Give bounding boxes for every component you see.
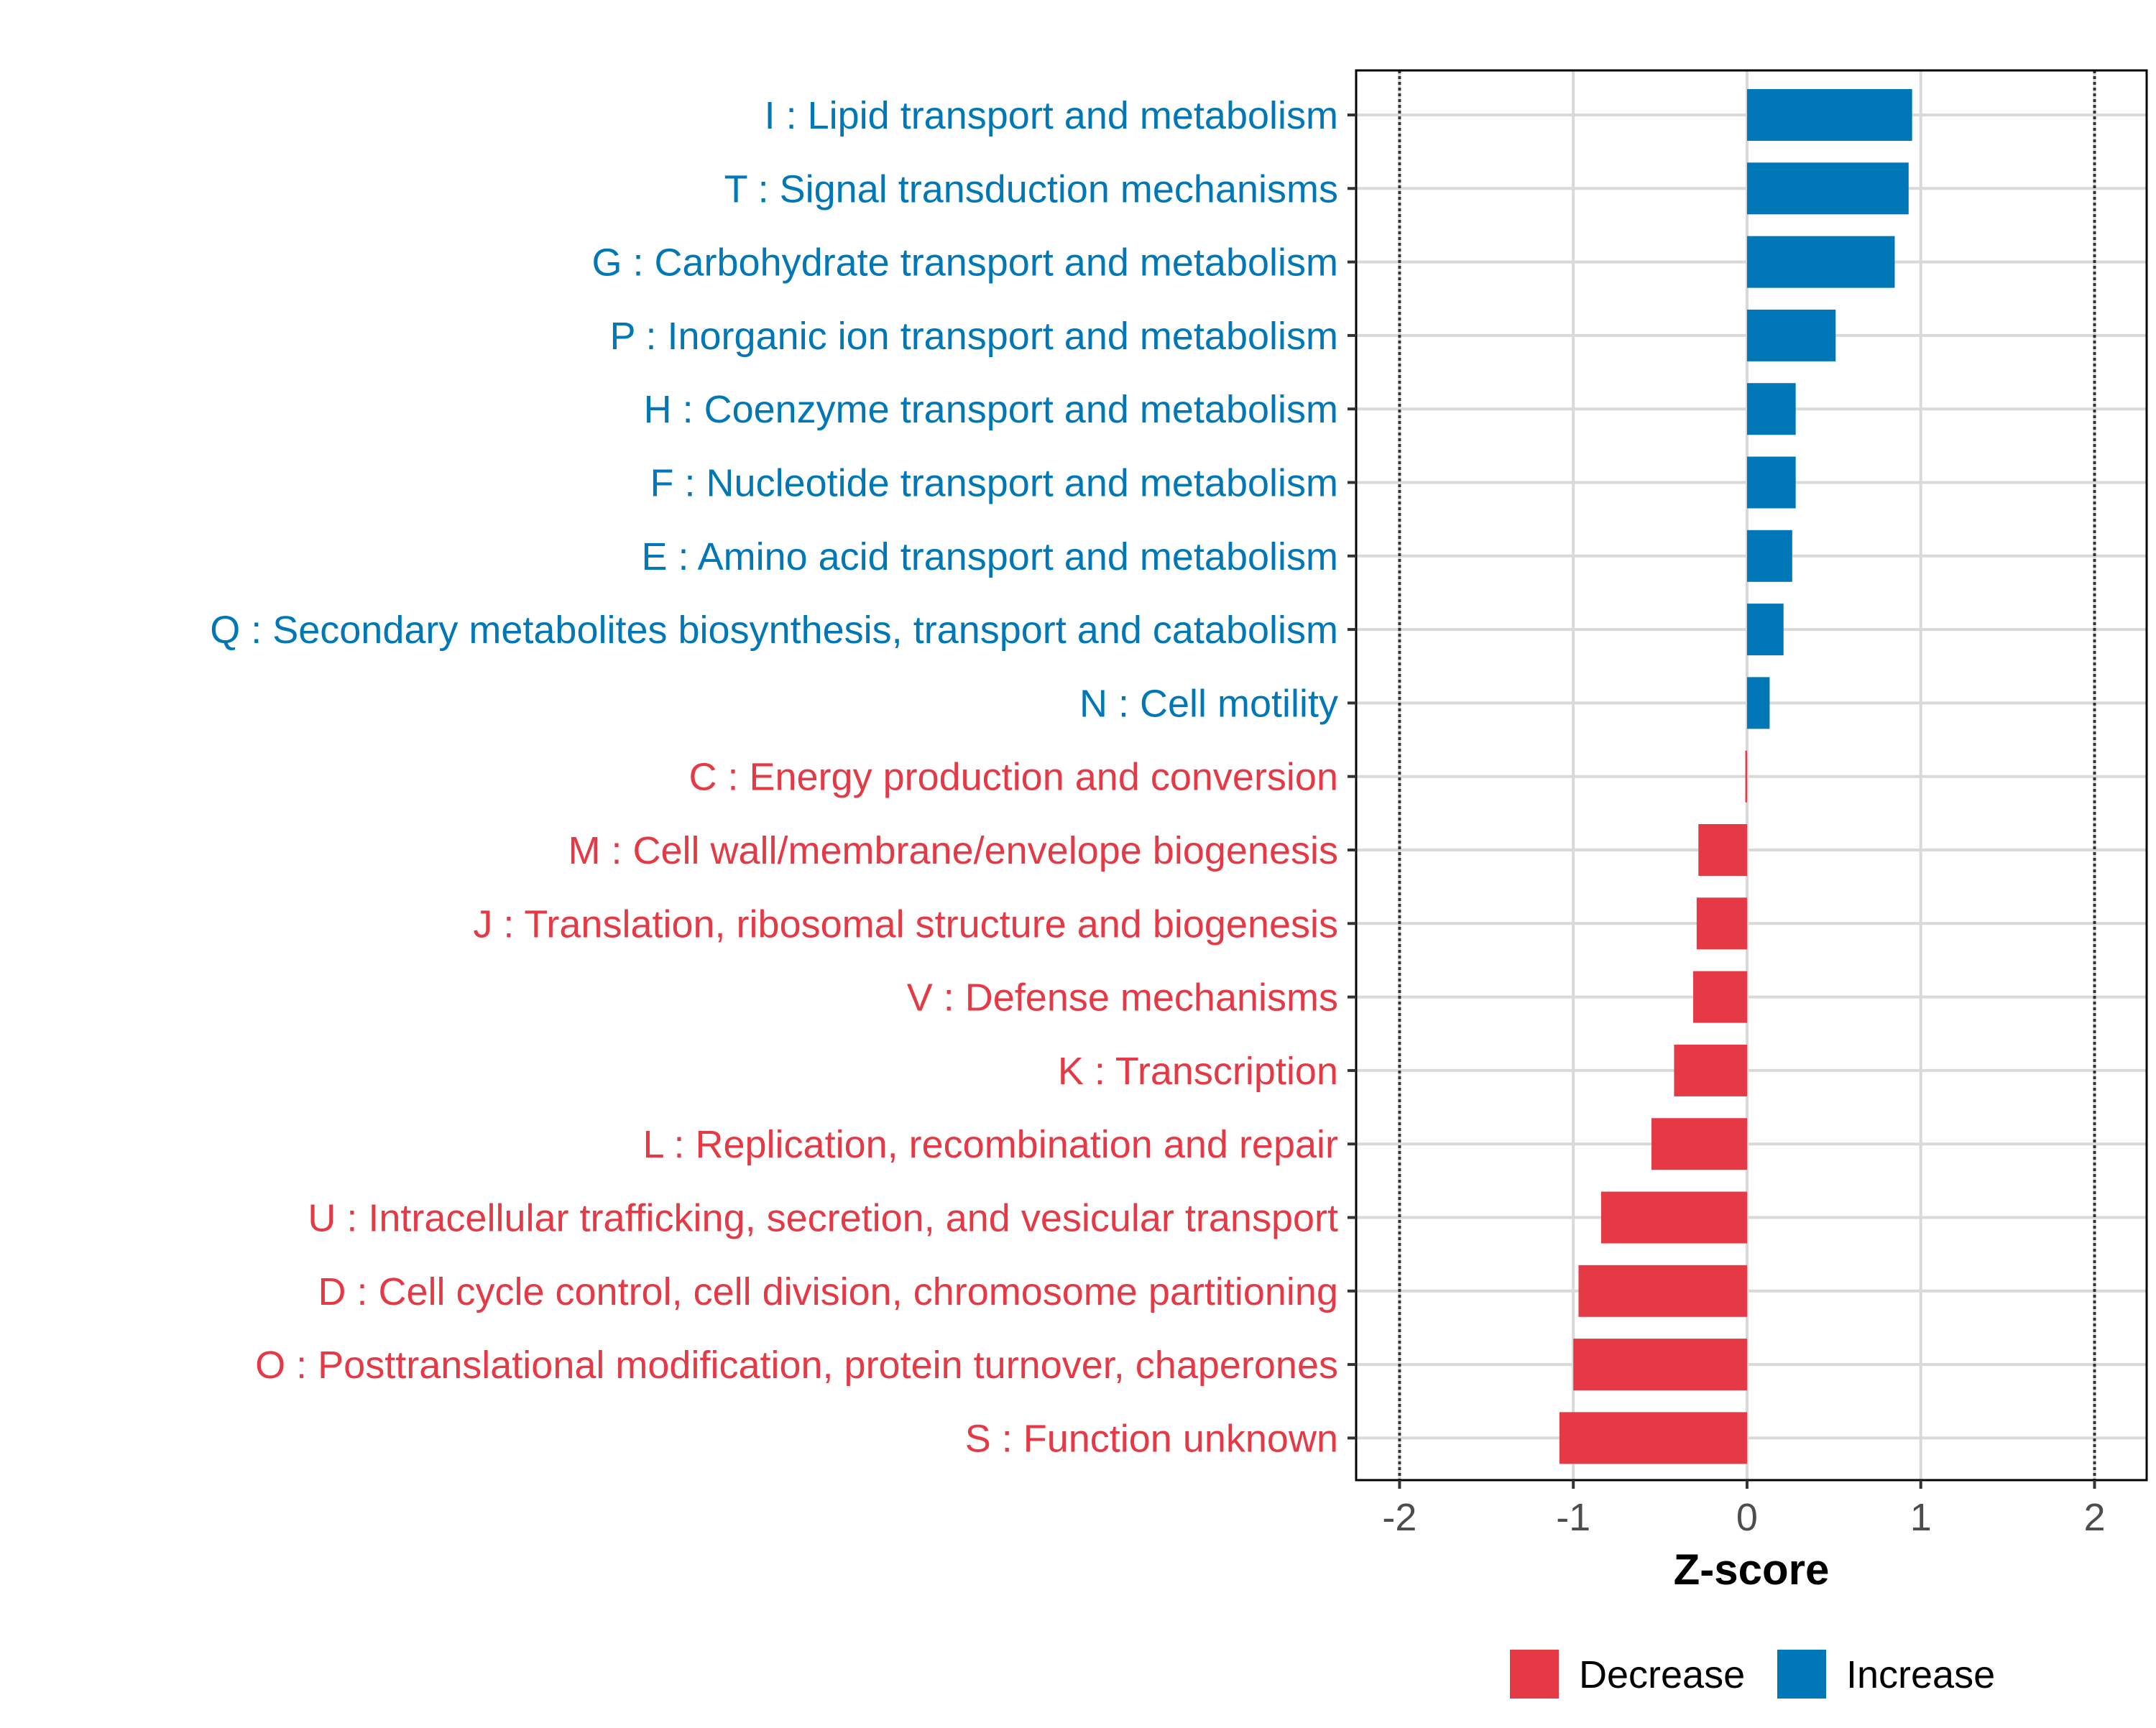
y-tick-label: P : Inorganic ion transport and metaboli… — [609, 315, 1338, 358]
bar — [1745, 750, 1747, 803]
bar — [1578, 1265, 1747, 1317]
bar — [1746, 162, 1909, 215]
y-tick-label: O : Posttranslational modification, prot… — [255, 1344, 1338, 1387]
y-tick-label: J : Translation, ribosomal structure and… — [473, 902, 1338, 946]
bar — [1573, 1339, 1747, 1391]
x-tick-label: -2 — [1382, 1496, 1416, 1539]
y-tick-label: Q : Secondary metabolites biosynthesis, … — [210, 609, 1338, 652]
legend-key-decrease — [1510, 1650, 1559, 1699]
bar — [1674, 1044, 1747, 1096]
bar — [1746, 383, 1796, 435]
bar — [1746, 309, 1836, 361]
bar — [1696, 897, 1747, 950]
bar — [1746, 530, 1792, 582]
y-tick-label: M : Cell wall/membrane/envelope biogenes… — [568, 829, 1338, 872]
y-tick-label: L : Replication, recombination and repai… — [642, 1123, 1338, 1166]
y-tick-label: V : Defense mechanisms — [907, 976, 1338, 1020]
y-tick-label: I : Lipid transport and metabolism — [765, 94, 1338, 137]
bar — [1600, 1191, 1747, 1244]
bar-layer — [1559, 89, 1912, 1464]
y-tick-label: H : Coenzyme transport and metabolism — [644, 388, 1338, 431]
reference-line-layer — [1398, 70, 2096, 1480]
y-tick-label: G : Carbohydrate transport and metabolis… — [592, 241, 1339, 285]
x-tick-label: 1 — [1910, 1496, 1932, 1539]
bar — [1746, 236, 1895, 288]
legend-label-decrease: Decrease — [1579, 1653, 1745, 1696]
bar — [1559, 1412, 1747, 1464]
y-tick-label: T : Signal transduction mechanisms — [724, 167, 1338, 211]
y-tick-label: E : Amino acid transport and metabolism — [642, 535, 1338, 578]
legend-key-increase — [1777, 1650, 1826, 1699]
legend-label-increase: Increase — [1846, 1653, 1995, 1696]
y-tick-label: U : Intracellular trafficking, secretion… — [308, 1197, 1338, 1240]
x-axis-title: Z-score — [1674, 1546, 1830, 1594]
x-tick-label: 0 — [1736, 1496, 1758, 1539]
legend: Decrease Increase — [1510, 1650, 1995, 1699]
x-tick-label: -1 — [1556, 1496, 1590, 1539]
y-tick-label: C : Energy production and conversion — [688, 756, 1338, 799]
bar — [1693, 971, 1747, 1023]
y-tick-label: N : Cell motility — [1079, 682, 1338, 725]
bar — [1746, 677, 1770, 729]
y-tick-label: K : Transcription — [1058, 1050, 1338, 1093]
y-tick-label: S : Function unknown — [965, 1417, 1338, 1460]
bar — [1698, 824, 1747, 876]
y-tick-label: F : Nucleotide transport and metabolism — [650, 462, 1338, 505]
bar — [1746, 456, 1796, 509]
y-tick-label: D : Cell cycle control, cell division, c… — [318, 1270, 1338, 1313]
x-tick-layer: -2 -1 0 1 2 — [1382, 1480, 2105, 1539]
x-tick-label: 2 — [2083, 1496, 2105, 1539]
bar — [1746, 89, 1912, 141]
bar — [1746, 604, 1784, 656]
bar — [1651, 1118, 1747, 1170]
y-tick-layer: I : Lipid transport and metabolism T : Si… — [210, 94, 1356, 1460]
